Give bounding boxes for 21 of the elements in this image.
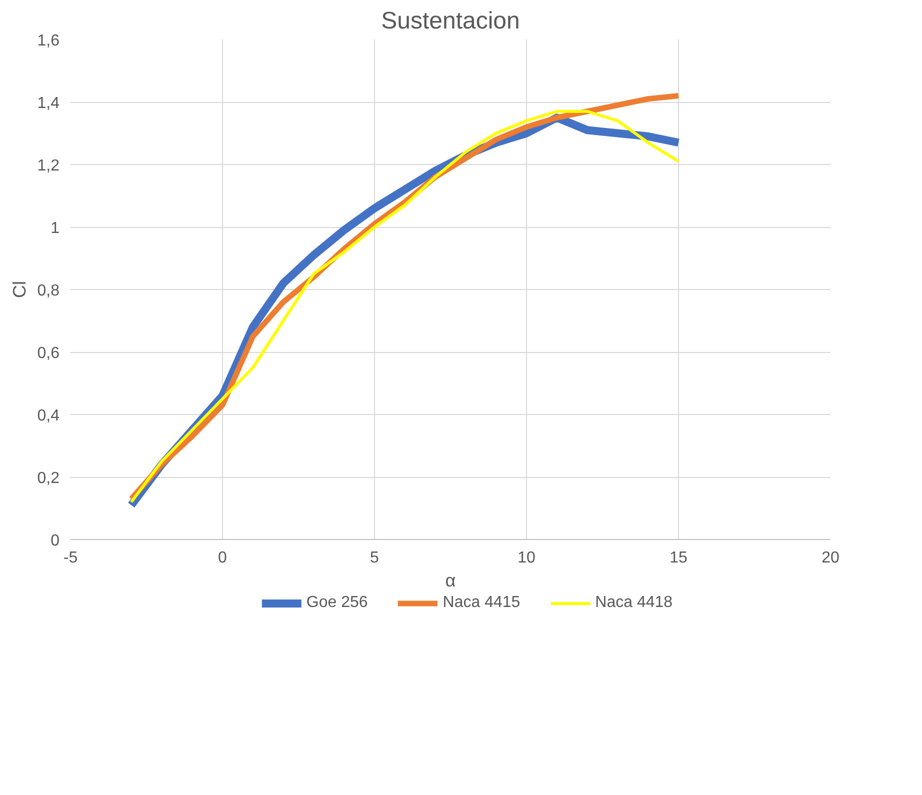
x-tick-label: 10 [518,550,536,566]
y-tick-label: 1,6 [37,32,60,50]
x-tick-label: 15 [670,550,688,566]
y-axis-title: Cl [9,281,30,298]
y-tick-label: 1 [50,220,60,237]
y-tick-label: 0,8 [37,282,60,300]
y-tick-label: 1,4 [37,95,60,112]
legend-label: Goe 256 [306,594,368,612]
x-tick-label: 20 [822,550,840,566]
y-tick-label: 0,2 [37,470,60,487]
legend-label: Naca 4415 [442,594,520,612]
x-tick-label: 0 [218,550,228,566]
chart-title: Sustentacion [381,8,520,34]
x-axis-title: α [445,570,456,590]
y-tick-label: 0,4 [37,408,60,424]
x-tick-label: 5 [370,550,380,566]
y-tick-label: 1,2 [37,158,60,174]
legend-label: Naca 4418 [595,594,673,612]
x-tick-label: -5 [63,550,78,566]
y-tick-label: 0 [50,532,60,550]
y-tick-label: 0,6 [37,345,60,362]
